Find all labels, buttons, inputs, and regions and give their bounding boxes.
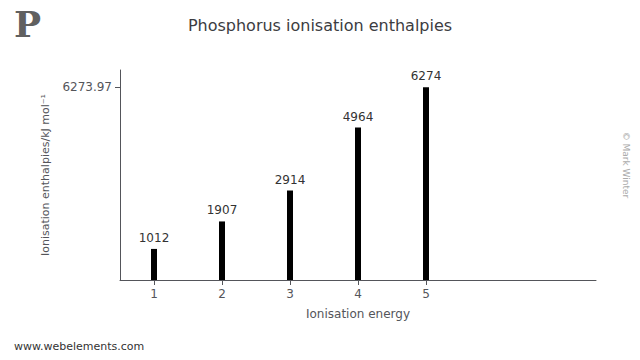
- svg-text:6273.97: 6273.97: [62, 80, 112, 94]
- svg-text:Phosphorus ionisation enthalpi: Phosphorus ionisation enthalpies: [188, 16, 452, 35]
- svg-text:Ionisation enthalpies/kJ mol⁻¹: Ionisation enthalpies/kJ mol⁻¹: [39, 94, 52, 256]
- svg-text:4964: 4964: [343, 110, 374, 124]
- svg-text:P: P: [14, 3, 41, 45]
- svg-text:3: 3: [286, 287, 294, 301]
- svg-text:2: 2: [218, 287, 226, 301]
- svg-text:4: 4: [354, 287, 362, 301]
- svg-text:Ionisation energy: Ionisation energy: [306, 307, 410, 321]
- svg-text:6274: 6274: [411, 69, 442, 83]
- svg-text:2914: 2914: [275, 173, 306, 187]
- svg-text:www.webelements.com: www.webelements.com: [14, 340, 144, 353]
- svg-text:1: 1: [150, 287, 158, 301]
- svg-text:© Mark Winter: © Mark Winter: [621, 132, 631, 199]
- svg-text:1907: 1907: [207, 203, 238, 217]
- svg-text:5: 5: [422, 287, 430, 301]
- svg-text:1012: 1012: [139, 231, 170, 245]
